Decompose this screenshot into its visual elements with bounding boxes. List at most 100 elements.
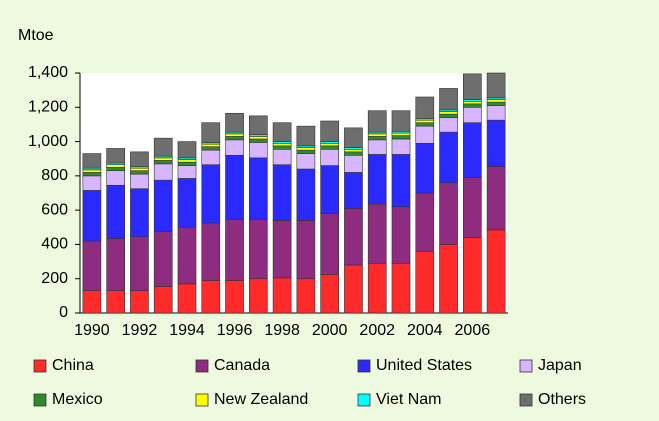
y-tick-label: 1,000 (28, 133, 68, 150)
legend-label: Canada (214, 357, 270, 374)
bar-segment (367, 136, 387, 141)
legend-swatch (357, 393, 371, 407)
y-tick-label: 1,400 (28, 64, 68, 81)
legend-label: Mexico (52, 391, 103, 408)
bar-segment (320, 165, 340, 214)
bar-segment (177, 178, 197, 228)
x-tick-label: 2002 (359, 322, 395, 339)
bar-segment (391, 206, 411, 264)
legend-swatch (195, 359, 209, 373)
bar-segment (225, 112, 244, 133)
legend-label: China (52, 357, 94, 374)
bar-segment (225, 133, 244, 137)
bar-segment (439, 131, 458, 184)
bar-segment (439, 113, 458, 118)
bar-segment (320, 142, 340, 147)
bar-segment (439, 111, 458, 115)
legend-label: United States (376, 357, 472, 374)
bar-segment (486, 166, 506, 231)
bar-segment (225, 139, 244, 156)
bar-segment (320, 148, 340, 166)
bar-segment (391, 154, 411, 208)
bar-segment (201, 149, 221, 166)
bar-segment (82, 240, 102, 292)
bar-segment (367, 110, 387, 133)
bar-segment (248, 138, 268, 143)
bar-segment (82, 172, 102, 177)
x-tick-label: 2004 (407, 322, 443, 339)
bar-segment (201, 143, 221, 148)
bar-segment (153, 160, 173, 165)
bar-segment (367, 133, 387, 137)
bar-segment (367, 154, 387, 205)
bar-segment (320, 274, 340, 314)
bar-segment (462, 122, 482, 178)
bar-segment (177, 141, 197, 159)
legend-swatch (357, 359, 371, 373)
bar-segment (106, 238, 126, 292)
x-tick-label: 1994 (169, 322, 205, 339)
bar-segment (153, 163, 173, 181)
bar-segment (153, 231, 173, 287)
x-tick-label: 2006 (455, 322, 491, 339)
bar-segment (153, 179, 173, 232)
bar-segment (296, 153, 316, 170)
bar-segment (272, 164, 292, 221)
bar-segment (462, 177, 482, 238)
bar-segment (486, 99, 506, 103)
bar-segment (82, 175, 102, 191)
y-tick-label: 200 (41, 270, 68, 287)
bar-segment (486, 105, 506, 121)
bar-segment (320, 213, 340, 275)
bar-segment (344, 148, 363, 153)
bar-segment (415, 192, 435, 252)
bar-segment (177, 283, 197, 314)
bar-segment (130, 188, 149, 238)
bar-segment (248, 136, 268, 140)
y-axis-label: Mtoe (18, 27, 54, 44)
bar-segment (106, 164, 126, 168)
bar-segment (415, 119, 435, 124)
bar-segment (177, 226, 197, 285)
bar-segment (486, 72, 506, 99)
bar-segment (344, 264, 363, 314)
bar-segment (296, 149, 316, 154)
bar-segment (225, 219, 244, 281)
bar-segment (153, 157, 173, 161)
bar-segment (462, 237, 482, 314)
bar-segment (82, 169, 102, 173)
bar-segment (415, 250, 435, 314)
bar-segment (153, 286, 173, 314)
bar-segment (130, 151, 149, 167)
bar-segment (177, 165, 197, 179)
bar-segment (106, 170, 126, 186)
bar-segment (106, 148, 126, 164)
x-tick-label: 1996 (217, 322, 253, 339)
bar-segment (344, 208, 363, 266)
bar-segment (153, 137, 173, 157)
bar-segment (201, 122, 221, 143)
bar-segment (439, 88, 458, 111)
plot-area (80, 73, 508, 313)
bar-segment (415, 125, 435, 144)
bar-segment (391, 138, 411, 155)
bar-segment (415, 96, 435, 119)
bar-segment (391, 135, 411, 140)
x-tick-label: 2000 (312, 322, 348, 339)
bar-segment (439, 182, 458, 245)
bar-segment (177, 161, 197, 166)
bar-segment (272, 142, 292, 147)
bar-segment (130, 167, 149, 172)
legend-swatch (519, 359, 533, 373)
bar-segment (320, 120, 340, 142)
bar-segment (486, 229, 506, 314)
legend-label: Japan (538, 357, 582, 374)
bar-segment (296, 278, 316, 314)
y-tick-label: 400 (41, 236, 68, 253)
bar-segment (439, 117, 458, 133)
bar-segment (462, 100, 482, 105)
bar-segment (201, 146, 221, 151)
bar-segment (248, 142, 268, 159)
bar-segment (462, 103, 482, 108)
